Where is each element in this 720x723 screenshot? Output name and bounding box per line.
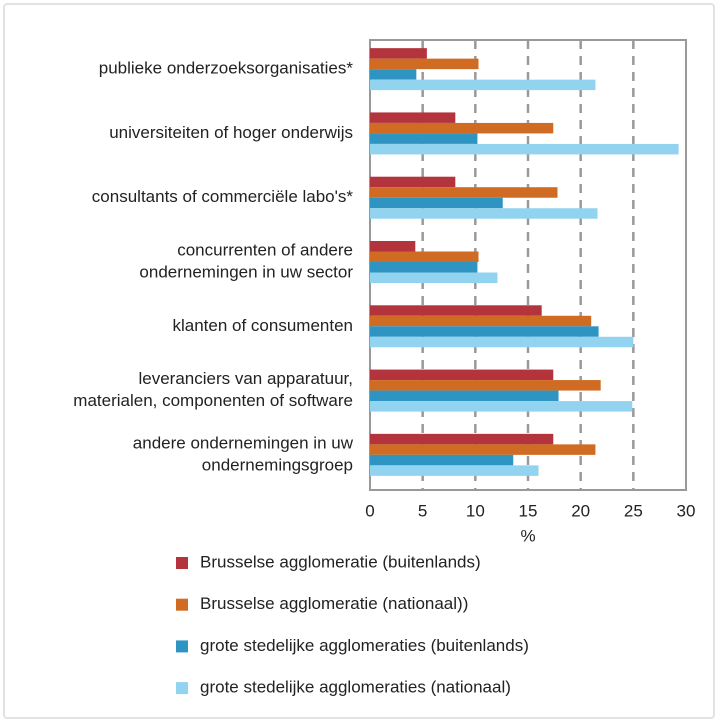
bar — [370, 112, 456, 123]
category-label: ondernemingsgroep — [202, 455, 353, 474]
bar — [370, 272, 498, 283]
category-label: leveranciers van apparatuur, — [138, 369, 353, 388]
bar — [370, 251, 479, 262]
frame — [3, 3, 715, 719]
x-axis-label: % — [520, 526, 535, 545]
bar — [370, 69, 417, 80]
bar — [370, 133, 478, 144]
category-label: publieke onderzoeksorganisaties* — [99, 59, 354, 78]
category-label: concurrenten of andere — [177, 240, 353, 259]
bar — [370, 326, 599, 337]
category-label: andere ondernemingen in uw — [133, 433, 354, 452]
bar — [370, 143, 679, 155]
bar — [370, 197, 503, 209]
bar — [370, 122, 554, 134]
bar — [370, 58, 479, 70]
legend-label: grote stedelijke agglomeraties (buitenla… — [200, 636, 529, 655]
bar — [370, 176, 456, 188]
bar — [370, 305, 542, 316]
legend-swatch — [176, 598, 188, 611]
legend-swatch — [176, 682, 188, 695]
category-label: materialen, componenten of software — [73, 391, 353, 410]
x-tick-label: 15 — [519, 501, 538, 520]
category-label: consultants of commerciële labo's* — [92, 187, 354, 206]
legend-swatch — [176, 557, 188, 569]
bar — [370, 433, 554, 445]
bar — [370, 390, 559, 402]
x-tick-label: 25 — [624, 501, 643, 520]
legend-label: grote stedelijke agglomeraties (nationaa… — [200, 678, 511, 697]
bar — [370, 380, 601, 391]
legend-label: Brusselse agglomeratie (buitenlands) — [200, 552, 481, 571]
bar — [370, 241, 416, 252]
bar — [370, 444, 596, 455]
x-tick-label: 5 — [418, 501, 427, 520]
category-label: ondernemingen in uw sector — [139, 262, 353, 281]
bar — [370, 262, 478, 273]
x-tick-label: 0 — [365, 501, 374, 520]
category-label: klanten of consumenten — [172, 316, 353, 335]
bar — [370, 369, 554, 381]
bar — [370, 401, 633, 412]
legend-label: Brusselse agglomeratie (nationaal)) — [200, 594, 468, 613]
legend-swatch — [176, 640, 188, 653]
bar — [370, 187, 558, 198]
bar — [370, 208, 598, 219]
category-label: universiteiten of hoger onderwijs — [109, 123, 353, 142]
bar — [370, 454, 514, 466]
x-tick-label: 30 — [677, 501, 696, 520]
bar — [370, 79, 596, 91]
bar — [370, 336, 634, 348]
bar — [370, 465, 539, 476]
bar — [370, 48, 427, 59]
x-tick-label: 10 — [466, 501, 485, 520]
bar — [370, 315, 592, 327]
x-tick-label: 20 — [571, 501, 590, 520]
